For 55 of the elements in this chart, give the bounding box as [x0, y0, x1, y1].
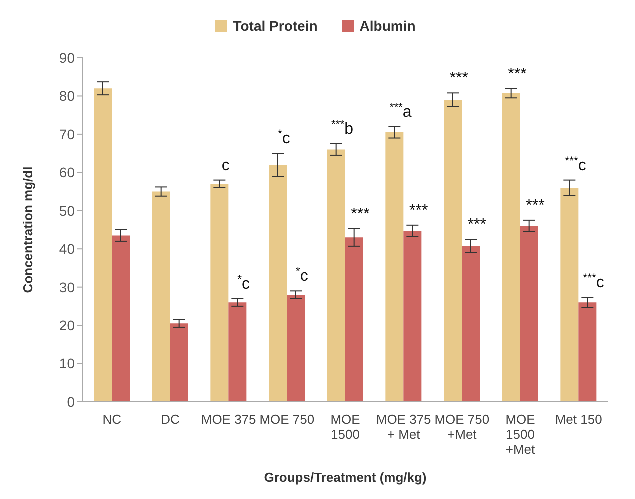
bar: [520, 226, 538, 402]
bar: [560, 188, 579, 402]
annotation: ***: [450, 70, 469, 88]
x-tick-label: MOE 750: [260, 412, 315, 427]
bar: [386, 132, 404, 402]
bar: [327, 150, 346, 402]
x-tick-label: MOE 375 + Met: [376, 412, 432, 442]
y-tick-label: 20: [59, 318, 76, 334]
bar: [228, 302, 247, 402]
y-tick-label: 90: [59, 50, 76, 66]
bar: [170, 324, 188, 402]
annotation: $^{*}$c: [278, 128, 290, 148]
x-tick-label: MOE 1500: [330, 412, 361, 442]
x-tick-label: DC: [161, 412, 180, 427]
annotation: ***: [351, 206, 370, 223]
y-axis-title: Concentration mg/dl: [20, 166, 36, 294]
bar: [404, 231, 422, 402]
y-tick-label: 80: [59, 88, 76, 104]
bar: [502, 94, 520, 402]
bar: [578, 302, 597, 402]
y-tick-label: 60: [59, 164, 76, 181]
y-tick-label: 0: [67, 394, 76, 410]
x-tick-label: Met 150: [555, 412, 602, 427]
bar: [210, 184, 229, 402]
annotation: ***: [468, 216, 487, 234]
bar: [444, 100, 462, 402]
bar: [269, 165, 287, 402]
legend-label: Albumin: [360, 18, 416, 34]
annotation: $^{***}$c: [583, 272, 604, 292]
x-axis-title: Groups/Treatment (mg/kg): [264, 470, 427, 485]
y-tick-label: 50: [59, 202, 76, 219]
bar: [112, 236, 130, 402]
annotation: c: [222, 157, 230, 174]
y-tick-label: 70: [59, 126, 76, 142]
annotation: $^{***}$c: [565, 155, 586, 174]
y-tick-label: 30: [59, 279, 76, 296]
annotation: $^{***}$a: [390, 102, 412, 121]
y-tick-label: 40: [59, 241, 76, 258]
annotation: $^{*}$c: [296, 266, 308, 286]
bar: [94, 88, 112, 402]
annotation: $^{*}$c: [238, 274, 250, 293]
x-tick-label: MOE 1500 +Met: [506, 412, 536, 457]
bar: [462, 246, 480, 402]
bar: [345, 238, 364, 402]
annotation: ***: [526, 197, 545, 214]
bar: [287, 294, 305, 402]
annotation: ***: [508, 66, 527, 83]
x-tick-label: MOE 750 +Met: [434, 412, 490, 442]
x-tick-label: MOE 375: [201, 412, 256, 427]
annotation: ***: [409, 202, 428, 220]
legend-label: Total Protein: [233, 18, 318, 34]
y-tick-label: 10: [59, 356, 76, 372]
x-tick-label: NC: [102, 412, 122, 427]
bar: [152, 192, 170, 402]
annotation: $^{***}$b: [332, 119, 354, 138]
